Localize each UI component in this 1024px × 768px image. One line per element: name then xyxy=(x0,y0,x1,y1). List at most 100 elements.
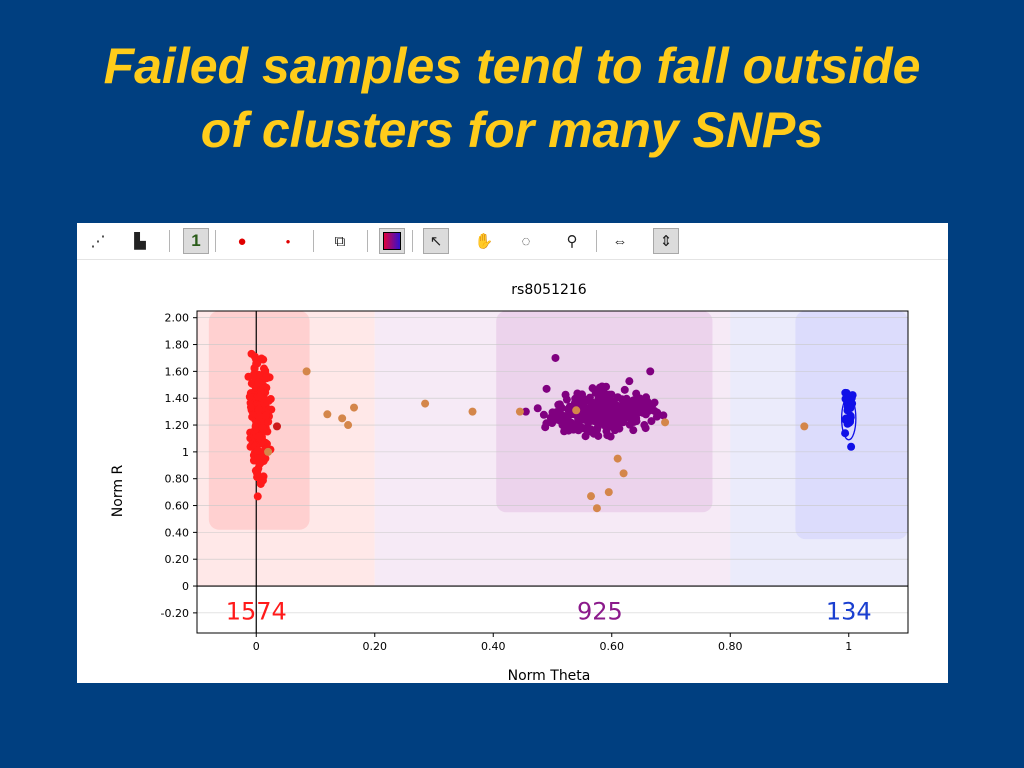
plot-frame xyxy=(196,310,909,634)
y-tick-label: 1.40 xyxy=(165,392,190,405)
toolbar-separator xyxy=(215,230,216,252)
outlier-point xyxy=(572,406,581,415)
chart-title: rs8051216 xyxy=(511,282,586,298)
cluster-point-AB xyxy=(659,411,668,420)
one-button[interactable]: 1 xyxy=(183,228,209,254)
cluster-count-BB: 134 xyxy=(826,598,872,626)
pointer-icon: ↖ xyxy=(429,233,443,250)
cluster-point-AB xyxy=(622,413,631,422)
pointer-button[interactable]: ↖ xyxy=(423,228,449,254)
outlier-point xyxy=(264,447,273,456)
extra-point xyxy=(521,407,530,416)
cluster-point-AB xyxy=(591,413,600,422)
small-dot-button[interactable]: • xyxy=(275,228,301,254)
x-axis-label: Norm Theta xyxy=(508,668,591,683)
outlier-point xyxy=(515,407,524,416)
horizontal-scale-button[interactable]: ⇔ xyxy=(607,228,633,254)
cluster-point-AB xyxy=(598,382,607,391)
cluster-point-AA xyxy=(255,412,264,421)
lasso-button[interactable]: ◌ xyxy=(513,228,539,254)
y-tick-label: 0.20 xyxy=(165,553,190,566)
cluster-point-AB xyxy=(539,410,548,419)
color-gradient-icon xyxy=(383,232,401,250)
extra-point xyxy=(646,367,655,376)
small-dot-icon: • xyxy=(285,233,291,249)
cluster-point-AA xyxy=(253,446,262,455)
histogram-icon: ▙ xyxy=(134,233,146,250)
y-tick-label: 0 xyxy=(182,580,189,593)
zoom-button[interactable]: ⚲ xyxy=(559,228,585,254)
large-dot-icon: ● xyxy=(237,232,247,250)
extra-point xyxy=(551,353,560,362)
cluster-point-AB xyxy=(542,419,551,428)
cluster-point-AB xyxy=(554,400,563,409)
x-tick-label: 0.20 xyxy=(363,640,388,653)
cluster-point-AA xyxy=(257,354,266,363)
outlier-point xyxy=(613,454,622,463)
cluster-point-AA xyxy=(245,392,254,401)
cluster-point-AB xyxy=(593,422,602,431)
hand-pan-icon: ✋ xyxy=(474,233,494,250)
outlier-point xyxy=(350,403,359,412)
outlier-point xyxy=(661,418,670,427)
copy-button[interactable]: ⧉ xyxy=(327,228,353,254)
y-tick-label: 1.80 xyxy=(165,339,190,352)
cluster-point-AB xyxy=(650,407,659,416)
cluster-point-AB xyxy=(593,388,602,397)
outlier-point xyxy=(421,399,430,408)
cluster-point-AB xyxy=(575,391,584,400)
cluster-point-BB xyxy=(847,442,856,451)
toolbar-separator xyxy=(412,230,413,252)
histogram-button[interactable]: ▙ xyxy=(127,228,153,254)
scatter-chart: rs8051216 2.00 1.80 1.60 1.40 1.20 1 0.80 0.60 0… xyxy=(110,282,909,683)
toolbar: ⋰ ▙ 1 ● • ⧉ ↖ ✋ ◌ ⚲ ⇔ ⇕ xyxy=(77,223,948,260)
cluster-point-AA xyxy=(259,381,268,390)
slide-title: Failed samples tend to fall outside of c… xyxy=(103,38,921,158)
extra-point xyxy=(640,421,649,430)
x-tick-label: 0.60 xyxy=(600,640,625,653)
hand-pan-button[interactable]: ✋ xyxy=(471,228,497,254)
cluster-point-AB xyxy=(569,425,578,434)
outlier-point xyxy=(800,422,809,431)
large-dot-button[interactable]: ● xyxy=(229,228,255,254)
cluster-point-AB xyxy=(647,417,656,426)
cluster-point-AB xyxy=(608,415,617,424)
outlier-point xyxy=(468,407,477,416)
x-tick-label: 0.80 xyxy=(718,640,743,653)
outlier-point xyxy=(587,492,596,501)
cluster-point-AB xyxy=(617,395,626,404)
y-tick-label: 1.20 xyxy=(165,419,190,432)
cluster-point-AB xyxy=(620,385,629,394)
cluster-point-AA xyxy=(253,492,262,501)
cluster-point-AA xyxy=(250,352,259,361)
cluster-point-AB xyxy=(578,415,587,424)
scatter-plot-button[interactable]: ⋰ xyxy=(85,228,111,254)
outlier-point xyxy=(604,488,613,497)
y-tick-label: 1.60 xyxy=(165,365,190,378)
toolbar-separator xyxy=(367,230,368,252)
cluster-point-AA xyxy=(264,417,273,426)
scatter-plot-icon: ⋰ xyxy=(90,233,106,250)
cluster-point-AB xyxy=(603,431,612,440)
cluster-point-AA xyxy=(261,373,270,382)
x-tick-label: 1 xyxy=(845,640,852,653)
cluster-point-AA xyxy=(252,359,261,368)
vertical-scale-button[interactable]: ⇕ xyxy=(653,228,679,254)
cluster-ellipse-BB xyxy=(840,396,857,441)
toolbar-separator xyxy=(313,230,314,252)
toolbar-separator xyxy=(596,230,597,252)
cluster-point-AB xyxy=(632,389,641,398)
y-tick-label: 0.60 xyxy=(165,500,190,513)
outlier-point xyxy=(323,410,332,419)
extra-point xyxy=(542,384,551,393)
cluster-point-AA xyxy=(266,395,275,404)
cluster-point-AB xyxy=(581,424,590,433)
cluster-point-AB xyxy=(625,420,634,429)
cluster-point-AB xyxy=(565,402,574,411)
cluster-count-AA: 1574 xyxy=(226,598,287,626)
extra-point xyxy=(628,407,637,416)
zoom-icon: ⚲ xyxy=(566,233,578,250)
color-gradient-button[interactable] xyxy=(379,228,405,254)
cluster-point-AB xyxy=(615,409,624,418)
cluster-point-AB xyxy=(642,393,651,402)
